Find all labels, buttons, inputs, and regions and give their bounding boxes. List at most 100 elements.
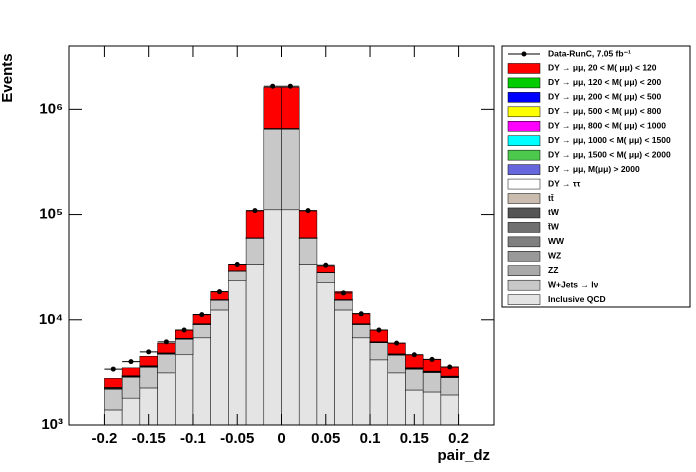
legend-label: DY → μμ, 800 < M( μμ) < 1000 — [548, 121, 666, 131]
histogram-segment — [228, 270, 247, 281]
histogram-segment — [245, 264, 265, 426]
legend-swatch — [507, 222, 541, 233]
legend-box — [501, 45, 691, 308]
histogram-segment — [210, 309, 229, 426]
histogram-segment — [263, 209, 282, 426]
legend-label: Data-RunC, 7.05 fb⁻¹ — [548, 48, 631, 58]
data-point — [323, 262, 329, 268]
data-point — [287, 83, 293, 89]
histogram-segment — [139, 355, 158, 367]
x-tick-label: 0 — [277, 430, 285, 447]
legend-label: t̄W — [547, 222, 559, 232]
histogram-segment — [352, 324, 371, 339]
legend-label: DY → μμ, 200 < M( μμ) < 500 — [548, 92, 662, 102]
data-point — [429, 356, 435, 362]
legend-swatch — [507, 106, 541, 118]
legend-swatch — [507, 164, 541, 175]
legend-label: DY → μμ, 20 < M( μμ) < 120 — [548, 63, 657, 73]
histogram-segment — [263, 87, 282, 129]
x-tick-label: 0.1 — [360, 430, 381, 447]
data-point — [181, 327, 187, 333]
histogram-segment — [352, 337, 371, 426]
x-tick-label: 0.2 — [448, 430, 469, 447]
histogram-segment — [369, 342, 388, 361]
x-tick-label: -0.2 — [91, 430, 117, 447]
histogram-segment — [369, 359, 388, 426]
legend-marker — [521, 51, 527, 57]
legend-label: DY → μμ, 1500 < M( μμ) < 2000 — [548, 149, 671, 159]
histogram-segment — [121, 367, 141, 376]
legend-label: WW — [548, 236, 565, 246]
data-point — [217, 289, 223, 295]
y-axis-label: Events — [0, 53, 16, 102]
histogram-segment — [440, 377, 459, 396]
legend-swatch — [507, 265, 541, 276]
y-tick-label: 10³ — [41, 416, 63, 433]
legend-label: DY → μμ, 500 < M( μμ) < 800 — [548, 106, 662, 116]
legend-swatch — [507, 178, 541, 190]
legend-label: tW — [548, 207, 560, 217]
data-point — [340, 290, 346, 296]
histogram-segment — [263, 128, 282, 211]
histogram-segment — [316, 282, 335, 426]
legend-swatch — [507, 236, 541, 248]
x-tick-label: -0.1 — [180, 430, 206, 447]
histogram-segment — [121, 397, 141, 426]
y-tick-label: 10⁴ — [39, 311, 63, 328]
histogram-segment — [298, 264, 318, 426]
data-point — [358, 311, 364, 317]
histogram-segment — [192, 324, 211, 339]
legend-label: DY → ττ — [548, 178, 581, 188]
data-point — [376, 327, 382, 333]
legend-label: WZ — [548, 251, 561, 261]
legend-label: W+Jets → lν — [548, 279, 599, 289]
histogram-segment — [387, 354, 406, 374]
histogram-segment — [334, 299, 353, 311]
legend-label: ZZ — [548, 265, 558, 275]
histogram-segment — [334, 309, 353, 426]
legend-swatch — [507, 63, 541, 74]
data-point — [305, 208, 311, 214]
legend-swatch — [507, 279, 541, 291]
histogram-segment — [440, 394, 459, 426]
legend-swatch — [507, 92, 541, 103]
legend-swatch — [507, 149, 541, 161]
histogram-segment — [245, 210, 265, 239]
histogram-segment — [422, 391, 442, 426]
histogram-segment — [387, 372, 406, 426]
data-point — [128, 359, 134, 365]
legend-label: Inclusive QCD — [548, 294, 606, 304]
histogram-segment — [316, 272, 335, 283]
data-point — [252, 208, 258, 214]
histogram-segment — [157, 372, 176, 426]
legend-swatch — [507, 135, 541, 146]
data-point — [411, 352, 417, 358]
legend-label: DY → μμ, 1000 < M( μμ) < 1500 — [548, 135, 671, 145]
legend-label: DY → μμ, 120 < M( μμ) < 200 — [548, 77, 662, 87]
legend-label: tt̄ — [548, 193, 554, 203]
data-point — [394, 340, 400, 346]
data-point — [447, 364, 453, 370]
histogram-segment — [121, 376, 141, 399]
histogram-segment — [104, 409, 123, 426]
data-point — [199, 312, 205, 318]
histogram-segment — [422, 372, 442, 393]
histogram-segment — [157, 342, 176, 354]
x-tick-label: -0.05 — [220, 430, 254, 447]
histogram-segment — [281, 87, 300, 129]
y-tick-label: 10⁶ — [39, 100, 63, 117]
histogram-segment — [104, 388, 123, 411]
y-tick-label: 10⁵ — [39, 206, 63, 223]
histogram-segment — [281, 209, 300, 426]
histogram-segment — [175, 354, 194, 426]
histogram-segment — [245, 238, 265, 265]
legend-swatch — [507, 251, 541, 262]
histogram-segment — [210, 299, 229, 311]
data-point — [163, 339, 169, 345]
x-tick-label: -0.15 — [132, 430, 166, 447]
legend-swatch — [507, 77, 541, 89]
x-tick-label: 0.05 — [311, 430, 340, 447]
histogram-segment — [157, 353, 176, 374]
data-point — [146, 349, 152, 355]
